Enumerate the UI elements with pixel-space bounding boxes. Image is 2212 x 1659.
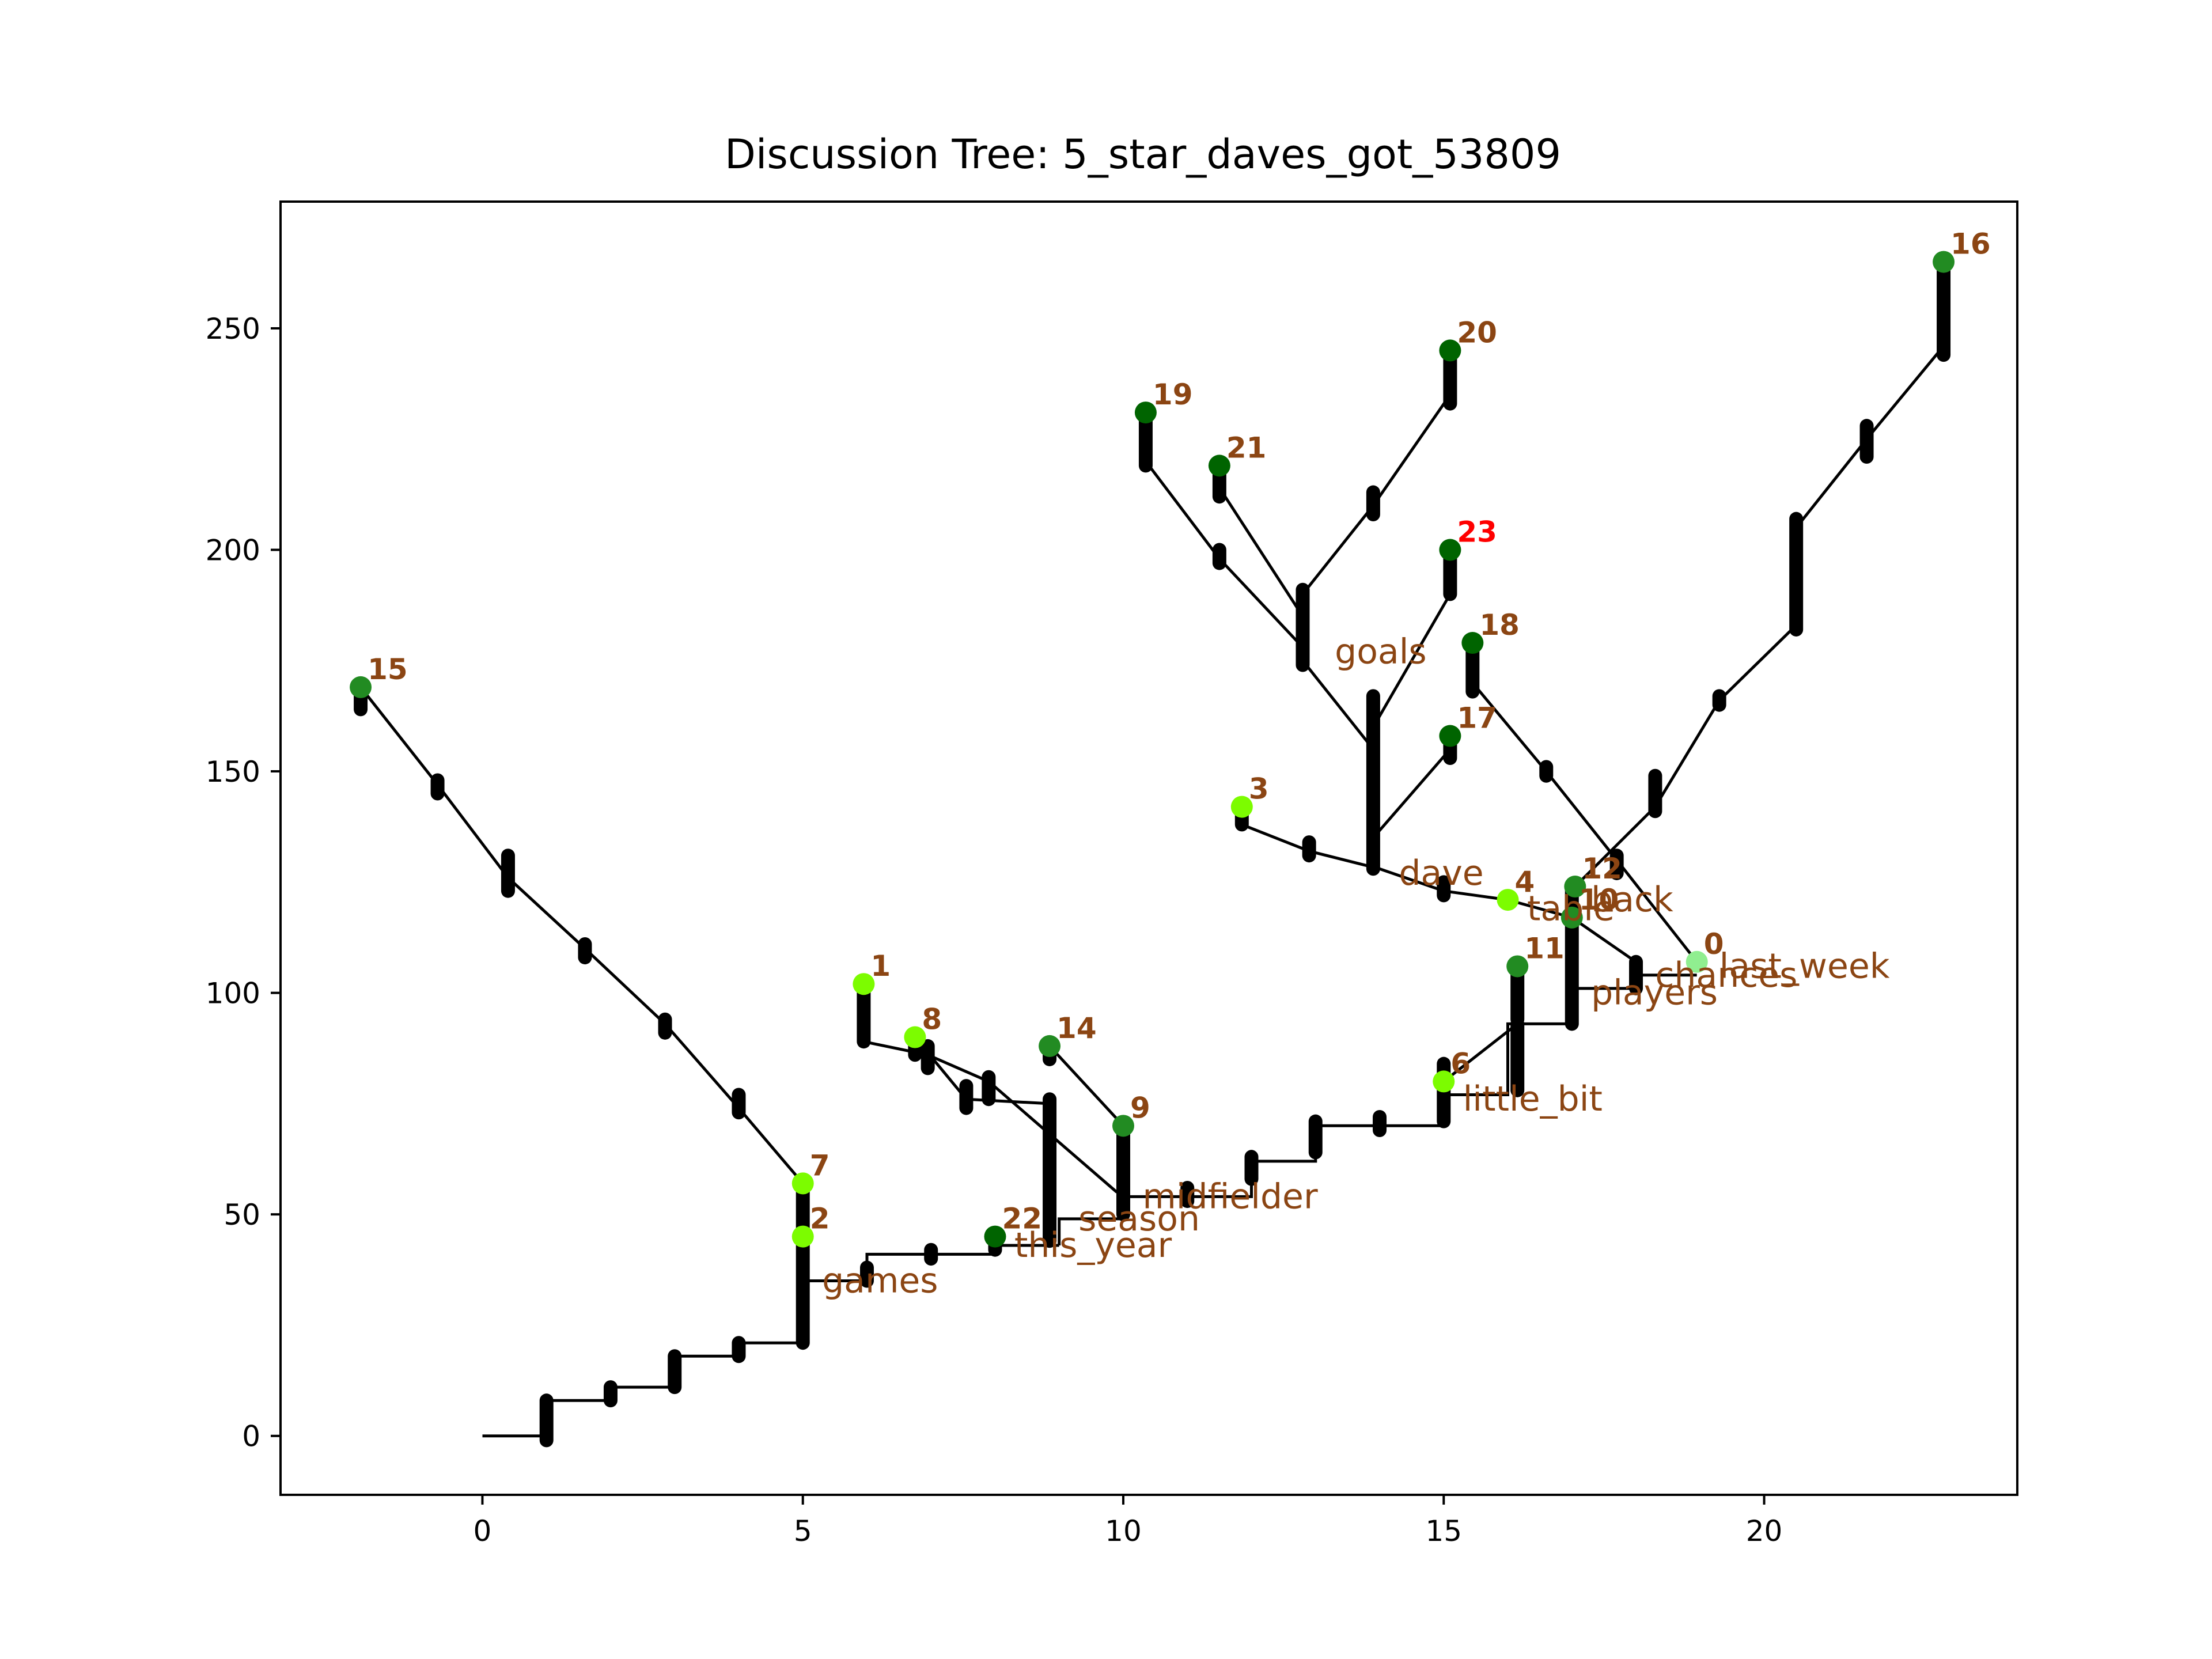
node-0 — [1685, 950, 1708, 973]
word-label-table: table — [1527, 888, 1615, 929]
node-label-19: 19 — [1153, 378, 1193, 411]
edge-19 — [1442, 1022, 1518, 1083]
edge-17 — [1507, 898, 1573, 919]
node-9 — [1112, 1115, 1134, 1137]
edge-24 — [1372, 593, 1452, 728]
word-label-games: games — [822, 1261, 938, 1301]
word-label-this-year: this_year — [1014, 1225, 1172, 1266]
word-label-midfielder: midfielder — [1142, 1176, 1318, 1217]
node-label-7: 7 — [810, 1149, 830, 1182]
node-11 — [1506, 955, 1529, 978]
node-label-18: 18 — [1479, 608, 1520, 642]
node-16 — [1933, 251, 1955, 273]
y-tick-label-0: 0 — [242, 1420, 260, 1453]
edge-22 — [1372, 748, 1452, 839]
edge-26 — [1301, 660, 1374, 751]
y-tick-label-50: 50 — [224, 1198, 260, 1232]
node-label-21: 21 — [1226, 431, 1267, 464]
plot-frame — [279, 200, 2018, 1496]
chart-title: Discussion Tree: 5_star_daves_got_53809 — [725, 131, 1561, 178]
node-15 — [350, 676, 372, 698]
x-tick-label-15: 15 — [1425, 1514, 1462, 1548]
node-17 — [1439, 725, 1461, 747]
node-label-6: 6 — [1450, 1047, 1471, 1080]
node-22 — [984, 1225, 1006, 1248]
node-3 — [1230, 796, 1253, 818]
label-layer: 01234678910111214151617181920212223games… — [368, 228, 1991, 1301]
x-tick-label-5: 5 — [794, 1514, 812, 1548]
node-10 — [1560, 906, 1583, 929]
node-6 — [1433, 1070, 1455, 1093]
node-label-22: 22 — [1002, 1202, 1042, 1236]
node-7 — [791, 1172, 814, 1195]
x-tick-label-20: 20 — [1746, 1514, 1783, 1548]
node-label-9: 9 — [1130, 1091, 1150, 1124]
node-label-3: 3 — [1249, 772, 1269, 806]
node-2 — [791, 1225, 814, 1248]
node-label-1: 1 — [870, 949, 891, 983]
node-label-10: 10 — [1579, 883, 1619, 916]
node-label-20: 20 — [1457, 316, 1497, 349]
node-label-12: 12 — [1582, 852, 1622, 885]
word-label-back: back — [1591, 880, 1673, 920]
edge-35 — [1574, 624, 1797, 888]
node-layer — [350, 251, 1955, 1248]
y-tick-label-200: 200 — [206, 534, 260, 567]
node-label-23: 23 — [1457, 516, 1497, 549]
node-23 — [1439, 539, 1461, 561]
node-21 — [1208, 454, 1230, 477]
word-label-last-week: last_week — [1719, 946, 1890, 986]
node-label-16: 16 — [1950, 228, 1991, 261]
node-1 — [853, 973, 875, 995]
x-tick-label-0: 0 — [474, 1514, 492, 1548]
node-label-0: 0 — [1704, 927, 1724, 961]
node-4 — [1497, 889, 1519, 911]
y-tick-label-150: 150 — [206, 755, 260, 789]
node-14 — [1039, 1035, 1061, 1057]
node-19 — [1134, 402, 1157, 424]
node-20 — [1439, 339, 1461, 362]
y-tick-label-250: 250 — [206, 312, 260, 346]
edge-30 — [1218, 487, 1304, 618]
node-12 — [1564, 876, 1586, 898]
node-label-11: 11 — [1524, 931, 1565, 965]
word-label-players: players — [1591, 973, 1718, 1013]
node-label-4: 4 — [1515, 865, 1535, 899]
word-label-chances: chances — [1655, 955, 1797, 995]
node-8 — [904, 1026, 926, 1048]
node-label-15: 15 — [368, 653, 408, 686]
edge-14 — [1048, 1045, 1124, 1127]
y-tick-label-100: 100 — [206, 977, 260, 1010]
word-label-little-bit: little_bit — [1463, 1079, 1603, 1119]
node-18 — [1461, 632, 1484, 654]
word-label-goals: goals — [1335, 631, 1427, 672]
word-label-dave: dave — [1399, 853, 1483, 893]
node-label-8: 8 — [922, 1003, 942, 1036]
node-label-2: 2 — [810, 1202, 830, 1236]
x-tick-label-10: 10 — [1105, 1514, 1142, 1548]
edge-18 — [1571, 916, 1637, 963]
word-label-season: season — [1078, 1199, 1200, 1239]
node-label-17: 17 — [1457, 702, 1497, 735]
node-label-14: 14 — [1056, 1012, 1097, 1045]
